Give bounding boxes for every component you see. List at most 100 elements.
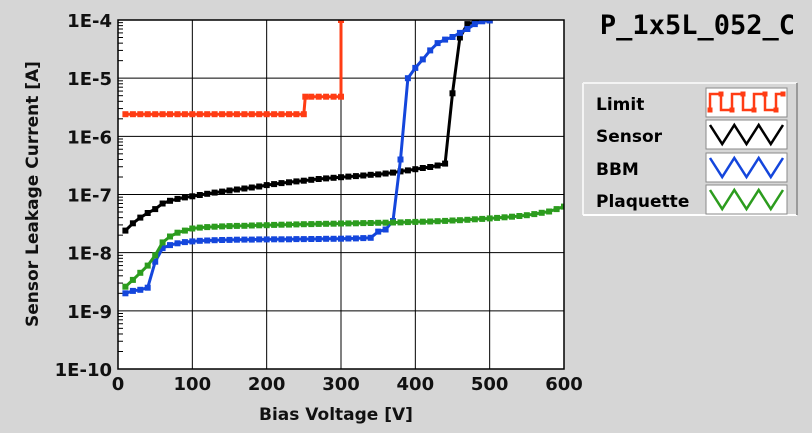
data-point-plaquette	[144, 262, 151, 269]
data-point-plaquette	[286, 221, 292, 228]
data-point-plaquette	[248, 222, 255, 229]
data-point-plaquette	[129, 276, 136, 283]
data-point-sensor	[315, 176, 322, 182]
data-point-plaquette	[241, 222, 248, 229]
data-point-sensor	[375, 171, 382, 178]
legend-glyph-plaquette	[708, 187, 785, 212]
data-point-bbm	[248, 236, 255, 243]
data-point-plaquette	[538, 209, 545, 216]
plot-frame	[117, 19, 565, 370]
data-point-plaquette	[397, 219, 404, 226]
data-point-plaquette	[434, 218, 441, 225]
legend-item-plaquette: Plaquette	[596, 184, 788, 215]
data-point-bbm	[219, 237, 226, 243]
data-point-sensor	[181, 194, 188, 201]
data-point-plaquette	[300, 221, 307, 228]
data-point-sensor	[256, 183, 263, 190]
data-point-sensor	[352, 173, 359, 180]
data-point-plaquette	[449, 217, 456, 224]
legend-item-limit: Limit	[596, 87, 788, 118]
data-point-limit	[152, 111, 159, 118]
data-point-bbm	[397, 156, 404, 163]
data-point-plaquette	[382, 219, 389, 226]
data-point-bbm	[241, 236, 248, 243]
legend-label-plaquette: Plaquette	[596, 192, 689, 212]
series-plaquette	[122, 203, 564, 290]
data-point-plaquette	[412, 218, 419, 225]
legend-marker-limit	[773, 107, 779, 113]
data-point-plaquette	[219, 223, 226, 230]
data-point-bbm	[434, 40, 441, 47]
data-point-sensor	[226, 187, 233, 194]
data-point-limit	[323, 93, 330, 100]
data-point-sensor	[286, 179, 292, 186]
data-point-limit	[338, 93, 344, 100]
data-point-sensor	[129, 220, 136, 227]
data-point-plaquette	[404, 219, 411, 226]
data-point-plaquette	[546, 208, 553, 215]
data-point-sensor	[360, 172, 367, 179]
y-tick-labels: 1E-10 1E-9 1E-8 1E-7 1E-6 1E-5 1E-4	[55, 11, 112, 381]
chart-title: P_1x5L_052_C	[600, 10, 795, 41]
data-point-plaquette	[233, 222, 240, 229]
data-point-sensor	[293, 178, 300, 185]
x-tick-label: 300	[322, 374, 360, 395]
data-point-sensor	[404, 167, 411, 174]
data-point-plaquette	[523, 212, 530, 219]
data-point-bbm	[315, 236, 322, 242]
data-point-plaquette	[390, 219, 396, 226]
data-point-plaquette	[375, 219, 382, 226]
data-point-plaquette	[152, 252, 159, 259]
data-point-plaquette	[196, 224, 203, 231]
x-tick-label: 400	[397, 374, 435, 395]
data-point-limit	[308, 93, 315, 100]
legend-glyph-sensor	[708, 122, 785, 147]
data-point-sensor	[442, 160, 449, 167]
data-point-bbm	[278, 236, 285, 243]
data-point-sensor	[189, 193, 196, 200]
y-tick-label: 1E-8	[67, 244, 112, 265]
legend-marker-limit	[751, 107, 757, 113]
legend-glyph-bbm	[708, 155, 785, 180]
data-point-bbm	[271, 236, 278, 243]
data-point-sensor	[390, 169, 396, 176]
data-point-limit	[211, 111, 218, 118]
data-point-bbm	[404, 75, 411, 82]
data-point-limit	[189, 111, 196, 118]
legend-label-limit: Limit	[596, 95, 644, 115]
data-point-bbm	[129, 287, 136, 294]
data-point-plaquette	[211, 223, 218, 230]
x-tick-label: 100	[174, 374, 212, 395]
data-point-plaquette	[479, 215, 486, 222]
data-point-plaquette	[137, 269, 144, 276]
legend-marker-limit	[729, 107, 735, 113]
x-axis-title: Bias Voltage [V]	[259, 405, 413, 425]
data-point-bbm	[167, 242, 173, 249]
data-point-sensor	[338, 174, 344, 181]
data-point-plaquette	[419, 218, 426, 225]
data-point-plaquette	[278, 221, 285, 228]
x-tick-label: 200	[248, 374, 286, 395]
data-point-sensor	[167, 197, 173, 204]
data-point-plaquette	[367, 220, 374, 226]
data-point-bbm	[360, 235, 367, 242]
data-point-sensor	[174, 195, 181, 202]
data-point-sensor	[323, 175, 330, 182]
data-point-bbm	[233, 236, 240, 243]
x-tick-label: 500	[471, 374, 509, 395]
data-point-sensor	[152, 206, 159, 213]
data-point-bbm	[286, 236, 292, 243]
series-layer	[122, 20, 564, 297]
data-point-bbm	[464, 26, 471, 32]
data-point-plaquette	[167, 233, 173, 240]
data-point-limit	[137, 111, 144, 118]
x-tick-label: 0	[112, 374, 125, 395]
data-point-limit	[204, 111, 211, 118]
data-point-limit	[278, 111, 285, 118]
y-axis-title: Sensor Leakage Current [A]	[23, 61, 43, 327]
data-point-sensor	[219, 188, 226, 195]
legend-item-bbm: BBM	[596, 152, 788, 183]
data-point-bbm	[419, 56, 426, 63]
data-point-plaquette	[561, 203, 564, 210]
